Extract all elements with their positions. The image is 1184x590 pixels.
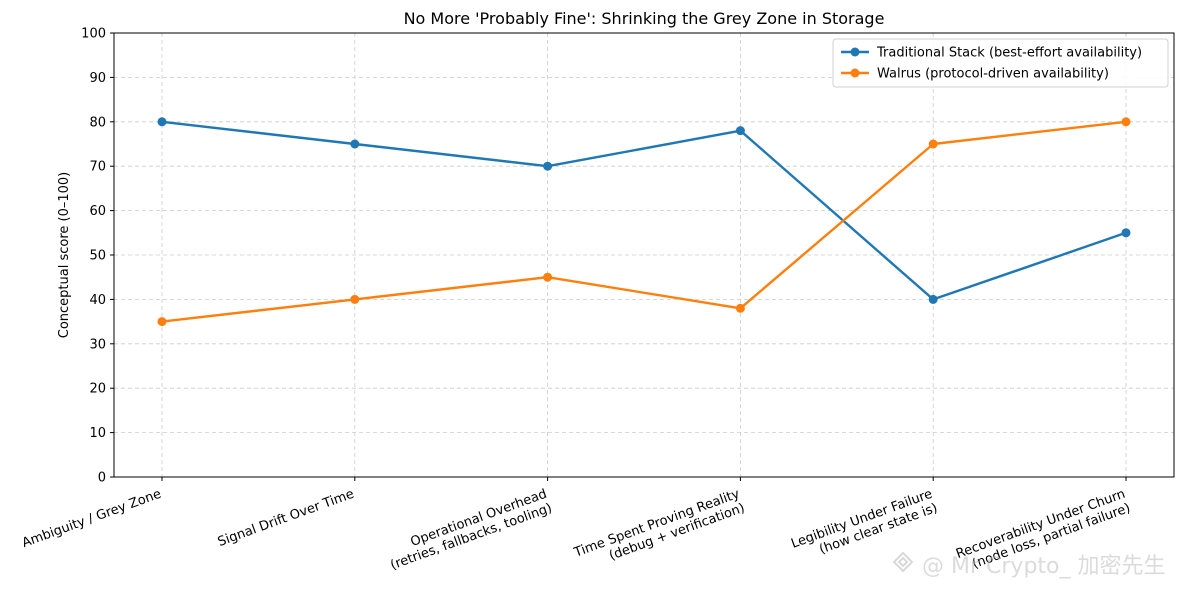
legend-swatch-marker <box>850 47 860 57</box>
data-point <box>735 303 745 313</box>
data-point <box>543 272 553 282</box>
y-tick-label: 50 <box>89 249 106 264</box>
y-tick-label: 30 <box>89 337 106 352</box>
grid <box>114 32 1174 478</box>
y-tick-label: 40 <box>89 293 106 308</box>
y-tick-label: 90 <box>89 71 106 86</box>
data-point <box>735 126 745 136</box>
x-tick-label: Time Spent Proving Reality(debug + verif… <box>571 487 747 575</box>
y-axis: 0 10 20 30 40 50 60 70 80 90 100 <box>81 27 114 486</box>
x-tick-label-line: Signal Drift Over Time <box>216 487 356 550</box>
watermark-logo-icon <box>892 551 914 573</box>
legend-label: Walrus (protocol-driven availability) <box>877 67 1109 82</box>
data-point <box>928 294 938 304</box>
x-tick-label: Operational Overhead(retries, fallbacks,… <box>383 487 554 574</box>
y-tick-label: 70 <box>89 160 106 175</box>
series-line-1 <box>161 120 1127 301</box>
y-tick-label: 60 <box>89 204 106 219</box>
x-tick-label: Signal Drift Over Time <box>216 487 356 550</box>
plot-frame <box>113 32 1175 478</box>
legend: Traditional Stack (best-effort availabil… <box>832 38 1169 88</box>
x-tick-label: Legibility Under Failure(how clear state… <box>789 487 939 566</box>
watermark-text: @ Mr Crypto_ 加密先生 <box>922 554 1166 579</box>
series-group <box>157 117 1131 327</box>
chart-title: No More 'Probably Fine': Shrinking the G… <box>404 9 885 28</box>
y-tick-label: 10 <box>89 426 106 441</box>
data-point <box>157 317 167 327</box>
series-line-2 <box>161 120 1127 323</box>
data-point <box>543 161 553 171</box>
x-tick-label: Ambiguity / Grey Zone <box>20 487 163 551</box>
data-point <box>1121 228 1131 238</box>
data-point <box>350 294 360 304</box>
data-point <box>350 139 360 149</box>
data-point <box>157 117 167 127</box>
y-tick-label: 100 <box>81 27 106 42</box>
data-point <box>1121 117 1131 127</box>
legend-label: Traditional Stack (best-effort availabil… <box>876 46 1142 61</box>
x-tick-label-line: Ambiguity / Grey Zone <box>20 487 163 551</box>
y-axis-label: Conceptual score (0–100) <box>57 172 72 339</box>
y-tick-label: 0 <box>98 471 106 486</box>
y-tick-label: 80 <box>89 115 106 130</box>
data-point <box>928 139 938 149</box>
y-tick-label: 20 <box>89 382 106 397</box>
legend-swatch-marker <box>850 68 860 78</box>
legend-box <box>832 38 1169 88</box>
